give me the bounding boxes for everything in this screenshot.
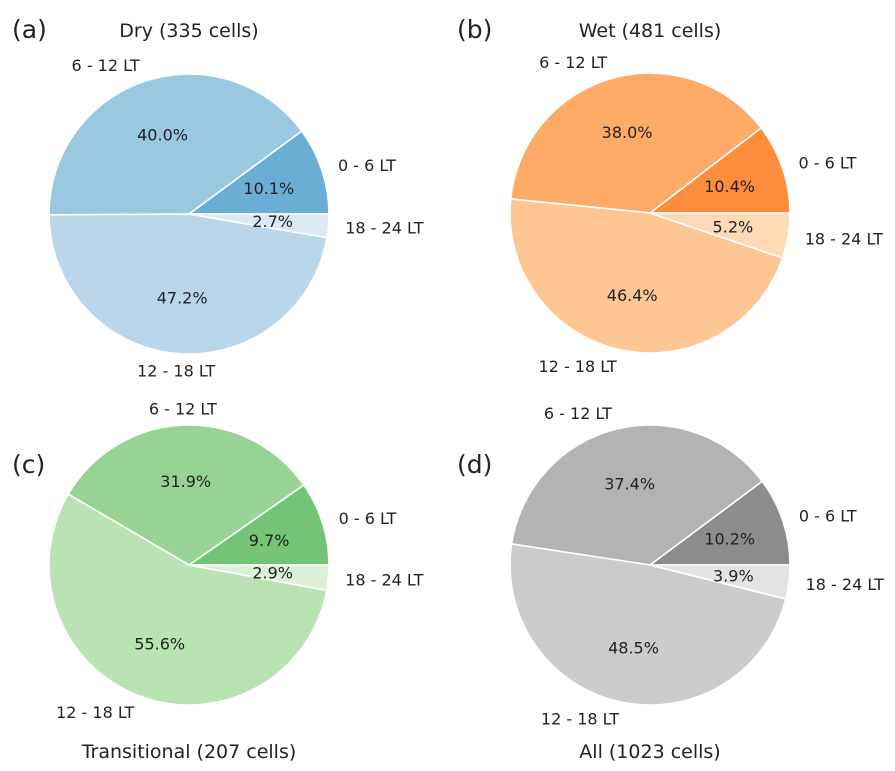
pie-slice-1 — [649, 480, 791, 566]
pie-slice-1 — [649, 127, 791, 214]
pie-slice-4 — [188, 564, 330, 592]
panel-label: (a) — [12, 15, 47, 44]
slice-value-label: 31.9% — [160, 472, 211, 491]
slice-value-label: 10.4% — [704, 177, 755, 196]
pie-slice-1 — [188, 484, 330, 566]
slice-value-label: 47.2% — [157, 289, 208, 308]
slice-category-label: 0 - 6 LT — [799, 154, 857, 173]
pie-slice-4 — [649, 212, 791, 259]
slice-category-label: 12 - 18 LT — [56, 703, 134, 722]
slice-value-label: 10.2% — [704, 530, 755, 549]
slice-value-label: 2.7% — [252, 212, 293, 231]
slice-category-label: 6 - 12 LT — [544, 404, 612, 423]
pie-panel-3: 9.7% 0 - 6 LT 31.9% 6 - 12 LT 55.6% 12 - 18 L… — [12, 399, 424, 763]
pie-slice-4 — [649, 564, 791, 600]
pie-slice-3 — [509, 198, 784, 354]
slice-value-label: 55.6% — [134, 635, 185, 654]
panel-label: (d) — [457, 450, 492, 479]
slice-value-label: 9.7% — [249, 531, 290, 550]
slice-category-label: 18 - 24 LT — [345, 570, 423, 589]
slice-category-label: 6 - 12 LT — [72, 56, 140, 75]
slice-category-label: 18 - 24 LT — [345, 218, 423, 237]
pie-slice-4 — [188, 213, 330, 239]
slice-value-label: 38.0% — [602, 123, 653, 142]
slice-category-label: 6 - 12 LT — [539, 53, 607, 72]
slice-category-label: 6 - 12 LT — [149, 399, 217, 418]
slice-value-label: 2.9% — [252, 564, 293, 583]
slice-value-label: 40.0% — [137, 125, 188, 144]
slice-category-label: 12 - 18 LT — [137, 361, 215, 380]
panel-title: Dry (335 cells) — [119, 20, 258, 42]
pie-slice-2 — [48, 73, 303, 216]
pie-panel-1: 10.1% 0 - 6 LT 40.0% 6 - 12 LT 47.2% 12 - 18 … — [12, 15, 424, 380]
slice-value-label: 3.9% — [713, 566, 754, 585]
panel-label: (c) — [12, 450, 45, 479]
slice-category-label: 12 - 18 LT — [539, 357, 617, 376]
slice-value-label: 5.2% — [713, 218, 754, 237]
pie-slice-2 — [67, 424, 305, 566]
slice-category-label: 18 - 24 LT — [805, 230, 883, 249]
slice-value-label: 10.1% — [243, 179, 294, 198]
slice-value-label: 46.4% — [607, 286, 658, 305]
pie-slice-3 — [509, 543, 787, 706]
panel-title: All (1023 cells) — [579, 741, 720, 763]
pie-slice-2 — [509, 72, 762, 214]
slice-category-label: 18 - 24 LT — [806, 575, 884, 594]
panel-label: (b) — [457, 15, 492, 44]
slice-category-label: 0 - 6 LT — [799, 507, 857, 526]
slice-value-label: 37.4% — [604, 475, 655, 494]
pie-slice-1 — [188, 130, 330, 215]
slice-category-label: 0 - 6 LT — [338, 156, 396, 175]
slice-category-label: 0 - 6 LT — [339, 509, 397, 528]
pie-panel-4: 10.2% 0 - 6 LT 37.4% 6 - 12 LT 48.5% 12 - 18 … — [457, 404, 884, 763]
slice-category-label: 12 - 18 LT — [541, 710, 619, 729]
pie-slice-2 — [510, 424, 764, 566]
pie-slice-3 — [48, 213, 328, 355]
slice-value-label: 48.5% — [608, 638, 659, 657]
panel-title: Transitional (207 cells) — [81, 741, 297, 763]
pie-slice-3 — [48, 493, 328, 706]
pie-panel-2: 10.4% 0 - 6 LT 38.0% 6 - 12 LT 46.4% 12 - 18 … — [457, 15, 883, 376]
panel-title: Wet (481 cells) — [579, 20, 722, 42]
